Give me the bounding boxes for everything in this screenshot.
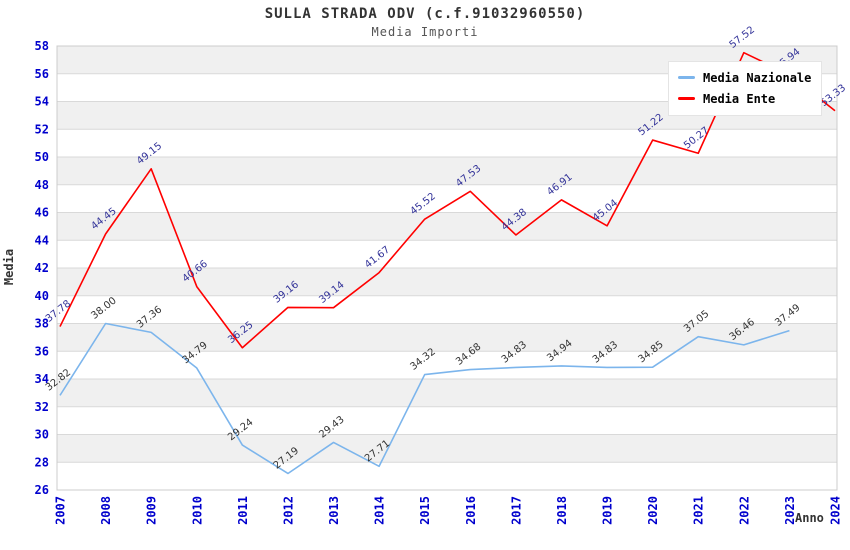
x-axis-tick-label: 2016 — [464, 496, 478, 525]
plot-band — [57, 406, 837, 435]
x-axis-tick-label: 2021 — [692, 496, 706, 525]
plot-band — [57, 295, 837, 324]
x-axis-tick-label: 2009 — [145, 496, 159, 525]
y-axis-tick-label: 58 — [35, 39, 49, 53]
plot-band — [57, 462, 837, 490]
legend: Media Nazionale Media Ente — [668, 61, 823, 116]
legend-item-media-ente: Media Ente — [678, 88, 811, 109]
y-axis-tick-label: 32 — [35, 400, 49, 414]
chart-subtitle: Media Importi — [371, 25, 479, 39]
x-axis-tick-label: 2022 — [737, 496, 751, 525]
y-axis-tick-label: 48 — [35, 178, 49, 192]
series-line-media-nazionale — [59, 322, 790, 475]
plot-band — [57, 434, 837, 463]
chart-title: SULLA STRADA ODV (c.f.91032960550) — [264, 6, 586, 22]
legend-item-label: Media Ente — [703, 91, 776, 106]
plot-band — [57, 184, 837, 213]
media-nazionale-line-swatch-icon — [678, 76, 695, 79]
media-ente-line-swatch-icon — [678, 97, 695, 100]
plot-border — [56, 45, 838, 491]
x-axis-tick-label: 2015 — [418, 496, 432, 525]
y-axis-tick-label: 42 — [35, 261, 49, 275]
x-axis-tick-label: 2010 — [190, 496, 204, 525]
legend-item-media-nazionale: Media Nazionale — [678, 67, 811, 88]
x-axis-tick-label: 2008 — [99, 496, 113, 525]
x-axis-tick-label: 2018 — [555, 496, 569, 525]
x-axis-tick-label: 2012 — [281, 496, 295, 525]
plot-band — [57, 323, 837, 352]
x-axis-tick-label: 2017 — [509, 496, 523, 525]
y-axis-tick-label: 34 — [35, 372, 49, 386]
y-axis-tick-label: 52 — [35, 122, 49, 136]
y-axis-tick-label: 36 — [35, 344, 49, 358]
y-axis-title: Media — [2, 248, 16, 286]
y-axis-tick-label: 38 — [35, 317, 49, 331]
y-axis-tick-label: 50 — [35, 150, 49, 164]
y-axis-tick-label: 54 — [35, 95, 49, 109]
x-axis-tick-label: 2014 — [373, 496, 387, 525]
x-axis-tick-label: 2019 — [601, 496, 615, 525]
x-axis-tick-label: 2007 — [54, 496, 68, 525]
plot-band — [57, 212, 837, 241]
x-axis-tick-label: 2013 — [327, 496, 341, 525]
x-axis-tick-label: 2020 — [646, 496, 660, 525]
y-axis-tick-label: 56 — [35, 67, 49, 81]
x-axis-tick-label: 2024 — [829, 496, 843, 525]
x-axis-tick-label: 2011 — [236, 496, 250, 525]
legend-item-label: Media Nazionale — [703, 70, 812, 85]
plot-band — [57, 379, 837, 407]
y-axis-tick-label: 26 — [35, 483, 49, 497]
plot-band — [57, 268, 837, 296]
series-line-media-ente — [59, 51, 836, 349]
y-axis-tick-label: 44 — [35, 233, 49, 247]
plot-band — [57, 129, 837, 157]
plot-band — [57, 157, 837, 185]
y-axis-tick-label: 30 — [35, 428, 49, 442]
x-axis-tick-label: 2023 — [783, 496, 797, 525]
plot-band — [57, 351, 837, 379]
x-axis-title: Anno — [795, 511, 824, 525]
y-axis-tick-label: 40 — [35, 289, 49, 303]
plot-band — [57, 240, 837, 268]
y-axis-tick-label: 46 — [35, 206, 49, 220]
y-axis-tick-label: 28 — [35, 455, 49, 469]
